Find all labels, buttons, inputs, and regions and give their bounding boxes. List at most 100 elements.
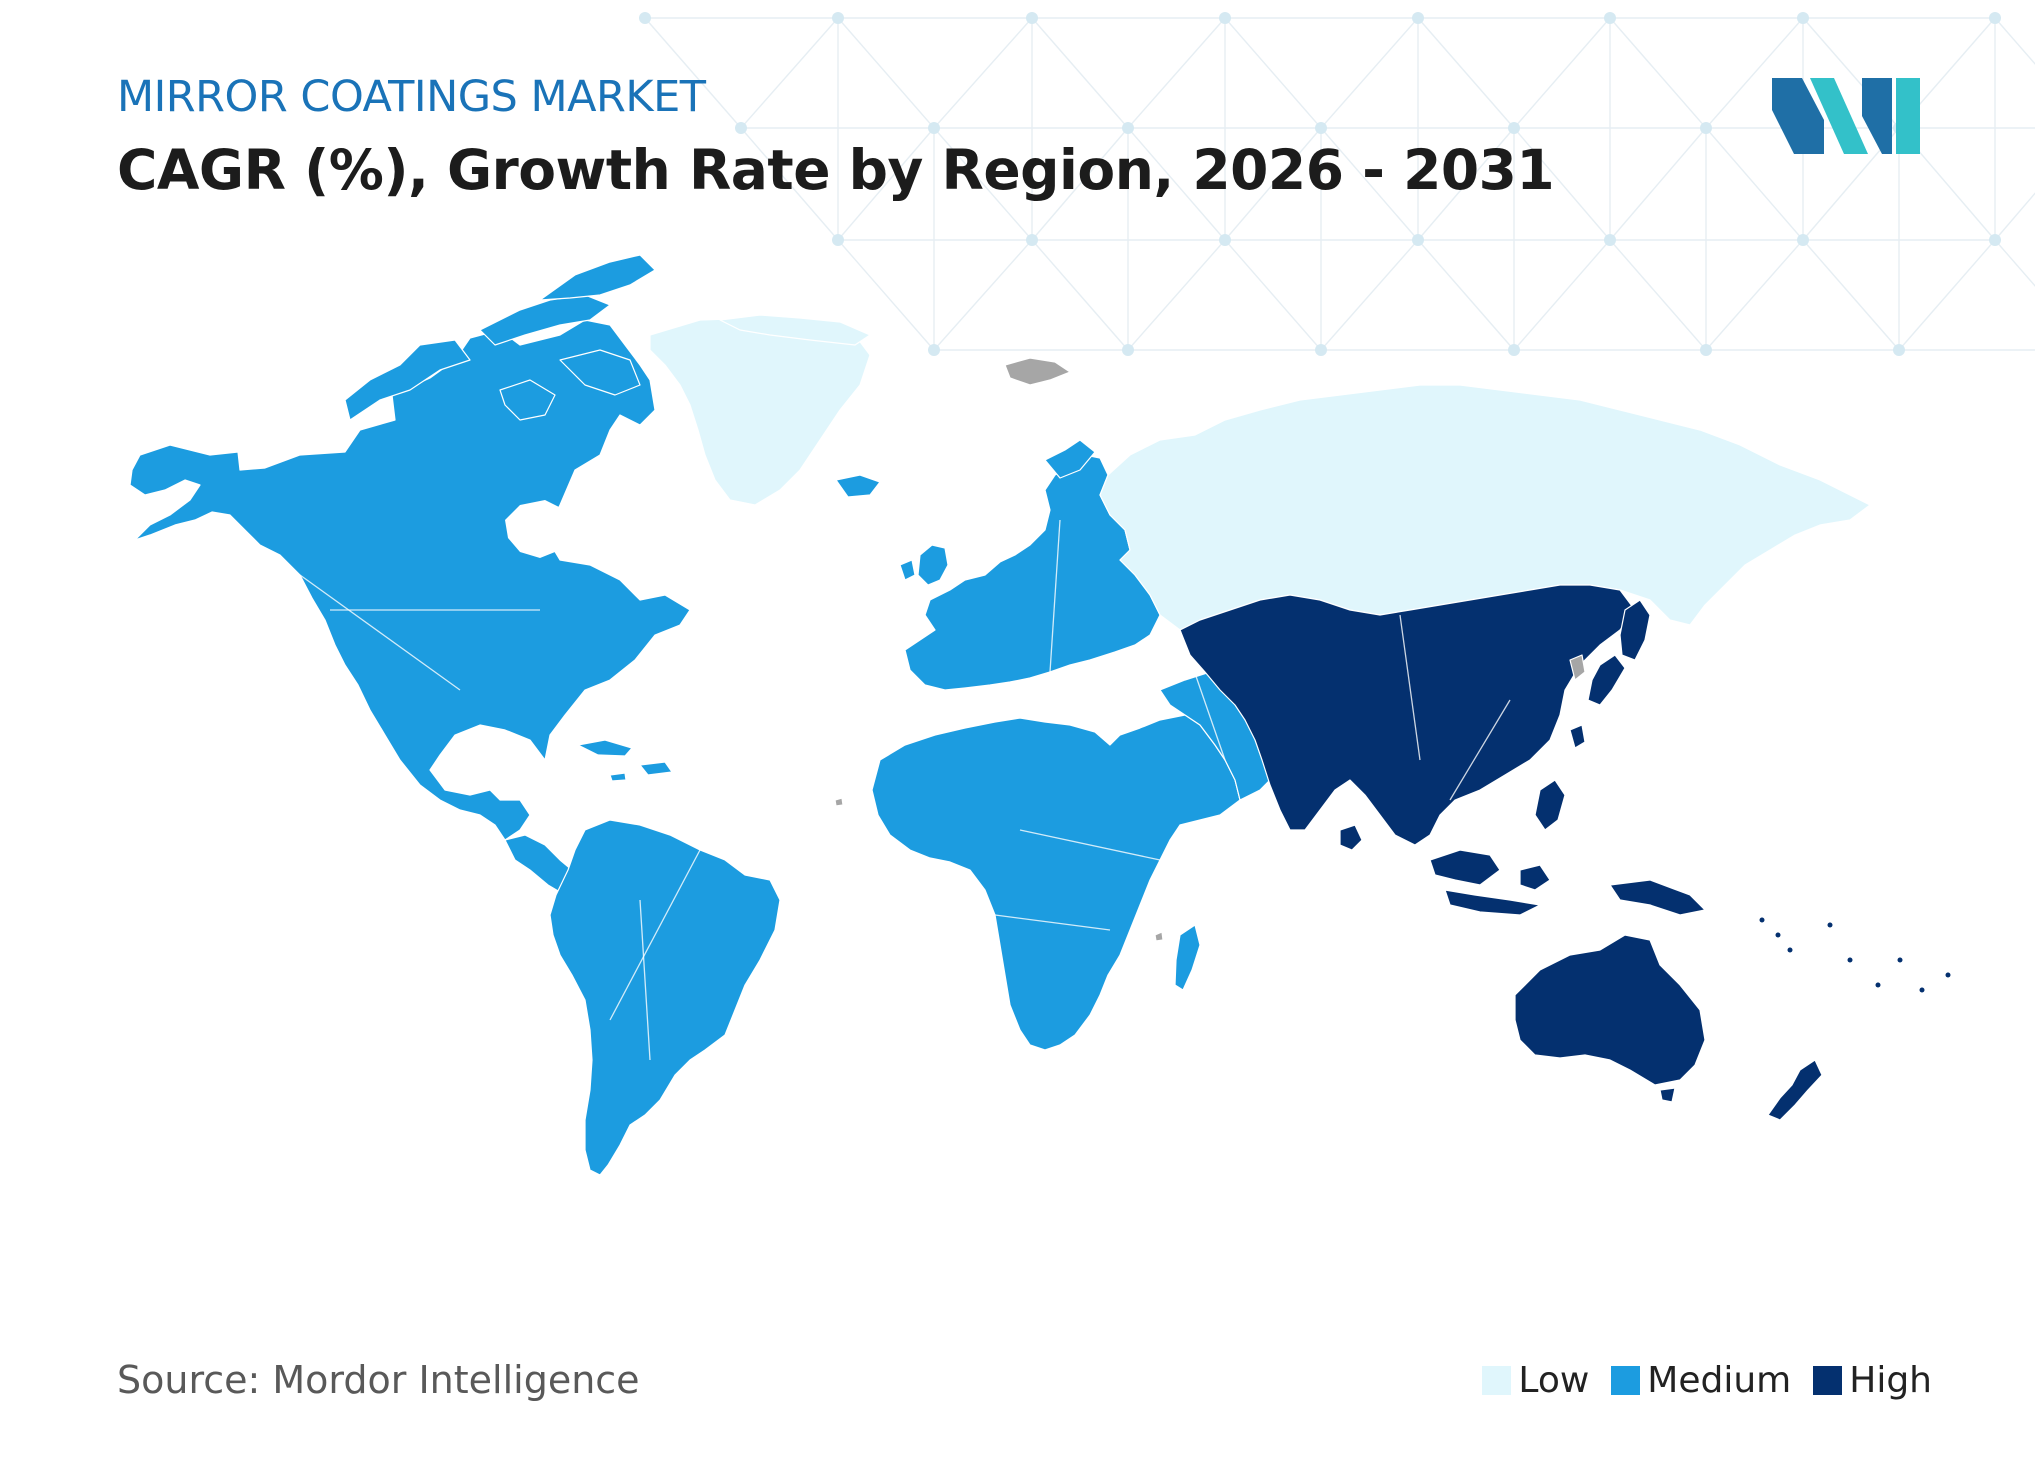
logo-left-block	[1772, 78, 1824, 154]
logo-left-slash	[1810, 78, 1868, 154]
region-new-guinea	[1609, 879, 1706, 916]
network-line	[933, 17, 1033, 129]
network-node	[1604, 234, 1616, 246]
source-note: Source: Mordor Intelligence	[117, 1358, 640, 1402]
region-korea	[1569, 654, 1586, 681]
network-line	[1609, 127, 1707, 241]
network-line	[1224, 127, 1322, 241]
network-node	[1989, 12, 2001, 24]
network-line	[1513, 17, 1611, 129]
network-node	[1219, 234, 1231, 246]
country-border	[1449, 699, 1511, 801]
network-line	[1417, 239, 1515, 351]
region-pacific-island	[1945, 972, 1951, 978]
region-no-data-group	[834, 357, 1586, 942]
country-border	[1179, 629, 1226, 761]
network-node	[1604, 12, 1616, 24]
legend-label-medium: Medium	[1647, 1360, 1792, 1401]
region-java	[1444, 889, 1541, 916]
network-line	[740, 17, 839, 129]
network-node	[1315, 344, 1327, 356]
region-svalbard	[1004, 357, 1071, 386]
region-pacific-island	[1827, 922, 1833, 928]
network-node	[1026, 234, 1038, 246]
region-greenland	[649, 317, 871, 506]
legend-item-high: High	[1813, 1360, 1932, 1401]
country-border	[639, 899, 651, 1061]
network-line	[1224, 17, 1322, 129]
region-australia	[1514, 934, 1706, 1086]
network-line	[1320, 17, 1419, 129]
network-node	[735, 122, 747, 134]
network-node	[1797, 234, 1809, 246]
mordor-intelligence-logo-icon	[1772, 78, 1920, 154]
region-cuba	[577, 739, 633, 757]
region-borneo-sumatra	[1429, 849, 1501, 886]
network-line	[933, 239, 1033, 351]
network-line	[1513, 239, 1611, 351]
network-line	[1031, 17, 1129, 129]
network-node	[1412, 12, 1424, 24]
network-node	[928, 344, 940, 356]
region-comoros	[1154, 931, 1164, 942]
logo-right-block	[1862, 78, 1892, 154]
region-pacific-island	[1875, 982, 1881, 988]
network-node	[639, 12, 651, 24]
network-line	[1031, 239, 1129, 351]
network-line	[1994, 239, 2035, 287]
region-africa	[871, 714, 1241, 1051]
network-line	[837, 239, 935, 351]
network-node	[928, 122, 940, 134]
map-legend: Low Medium High	[1460, 1360, 1932, 1401]
network-node	[1700, 344, 1712, 356]
region-scandinavia-north	[1044, 439, 1096, 479]
network-line	[1705, 17, 1804, 129]
network-node	[1219, 12, 1231, 24]
logo-right-slash	[1896, 78, 1920, 154]
network-line	[1320, 239, 1419, 351]
network-node	[1893, 344, 1905, 356]
region-pacific-island	[1787, 947, 1793, 953]
region-north-america	[129, 319, 691, 841]
network-line	[933, 127, 1033, 241]
network-line	[1609, 17, 1707, 129]
network-line	[1031, 127, 1129, 241]
region-uk	[917, 544, 949, 586]
region-japan-north	[1619, 599, 1651, 661]
network-line	[1320, 127, 1419, 241]
network-line	[1898, 239, 1996, 351]
region-pacific-island	[1897, 957, 1903, 963]
region-canada-arctic-1	[344, 339, 471, 421]
network-line	[740, 127, 839, 241]
region-arctic-islands	[719, 314, 871, 346]
network-line	[837, 127, 935, 241]
region-sulawesi	[1519, 864, 1551, 891]
network-node	[832, 12, 844, 24]
network-line	[1417, 17, 1515, 129]
network-line	[1705, 239, 1804, 351]
region-south-america	[549, 819, 781, 1176]
region-new-zealand	[1767, 1059, 1823, 1121]
region-jamaica	[609, 772, 627, 782]
network-node	[1122, 122, 1134, 134]
network-line	[1127, 239, 1226, 351]
network-line	[1994, 192, 2035, 241]
region-pacific-island	[1759, 917, 1765, 923]
region-medium-group	[129, 254, 1291, 1176]
region-ireland	[899, 559, 916, 581]
region-high-group	[1179, 584, 1951, 1121]
network-line	[1994, 17, 2035, 65]
region-pacific-island	[1775, 932, 1781, 938]
legend-item-medium: Medium	[1611, 1360, 1791, 1401]
region-pacific-island	[1919, 987, 1925, 993]
region-madagascar	[1174, 924, 1201, 991]
region-philippines	[1534, 779, 1566, 831]
region-sri-lanka	[1339, 824, 1363, 851]
network-node	[1989, 234, 2001, 246]
network-node	[832, 234, 844, 246]
legend-swatch-medium	[1611, 1366, 1641, 1395]
region-hispaniola	[639, 761, 673, 776]
country-border	[1019, 829, 1161, 861]
